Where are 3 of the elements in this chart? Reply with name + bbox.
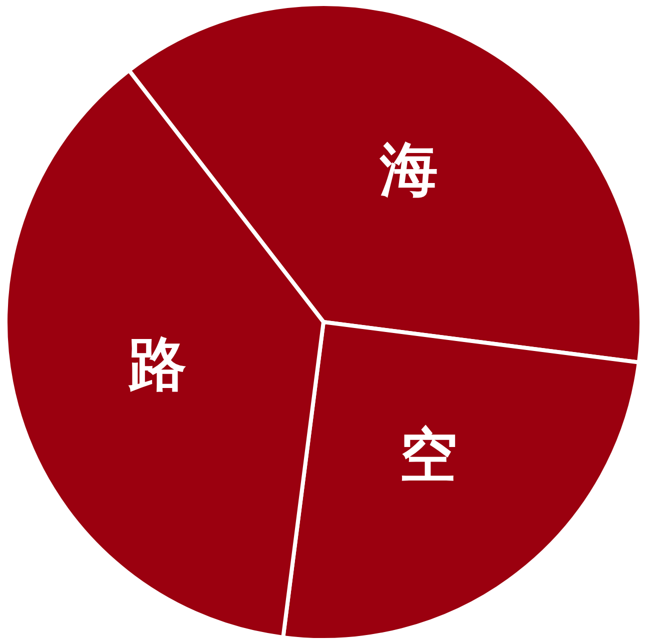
slice-label: 海 xyxy=(378,136,438,204)
slice-label: 空 xyxy=(400,421,458,490)
slice-label: 路 xyxy=(128,330,187,398)
